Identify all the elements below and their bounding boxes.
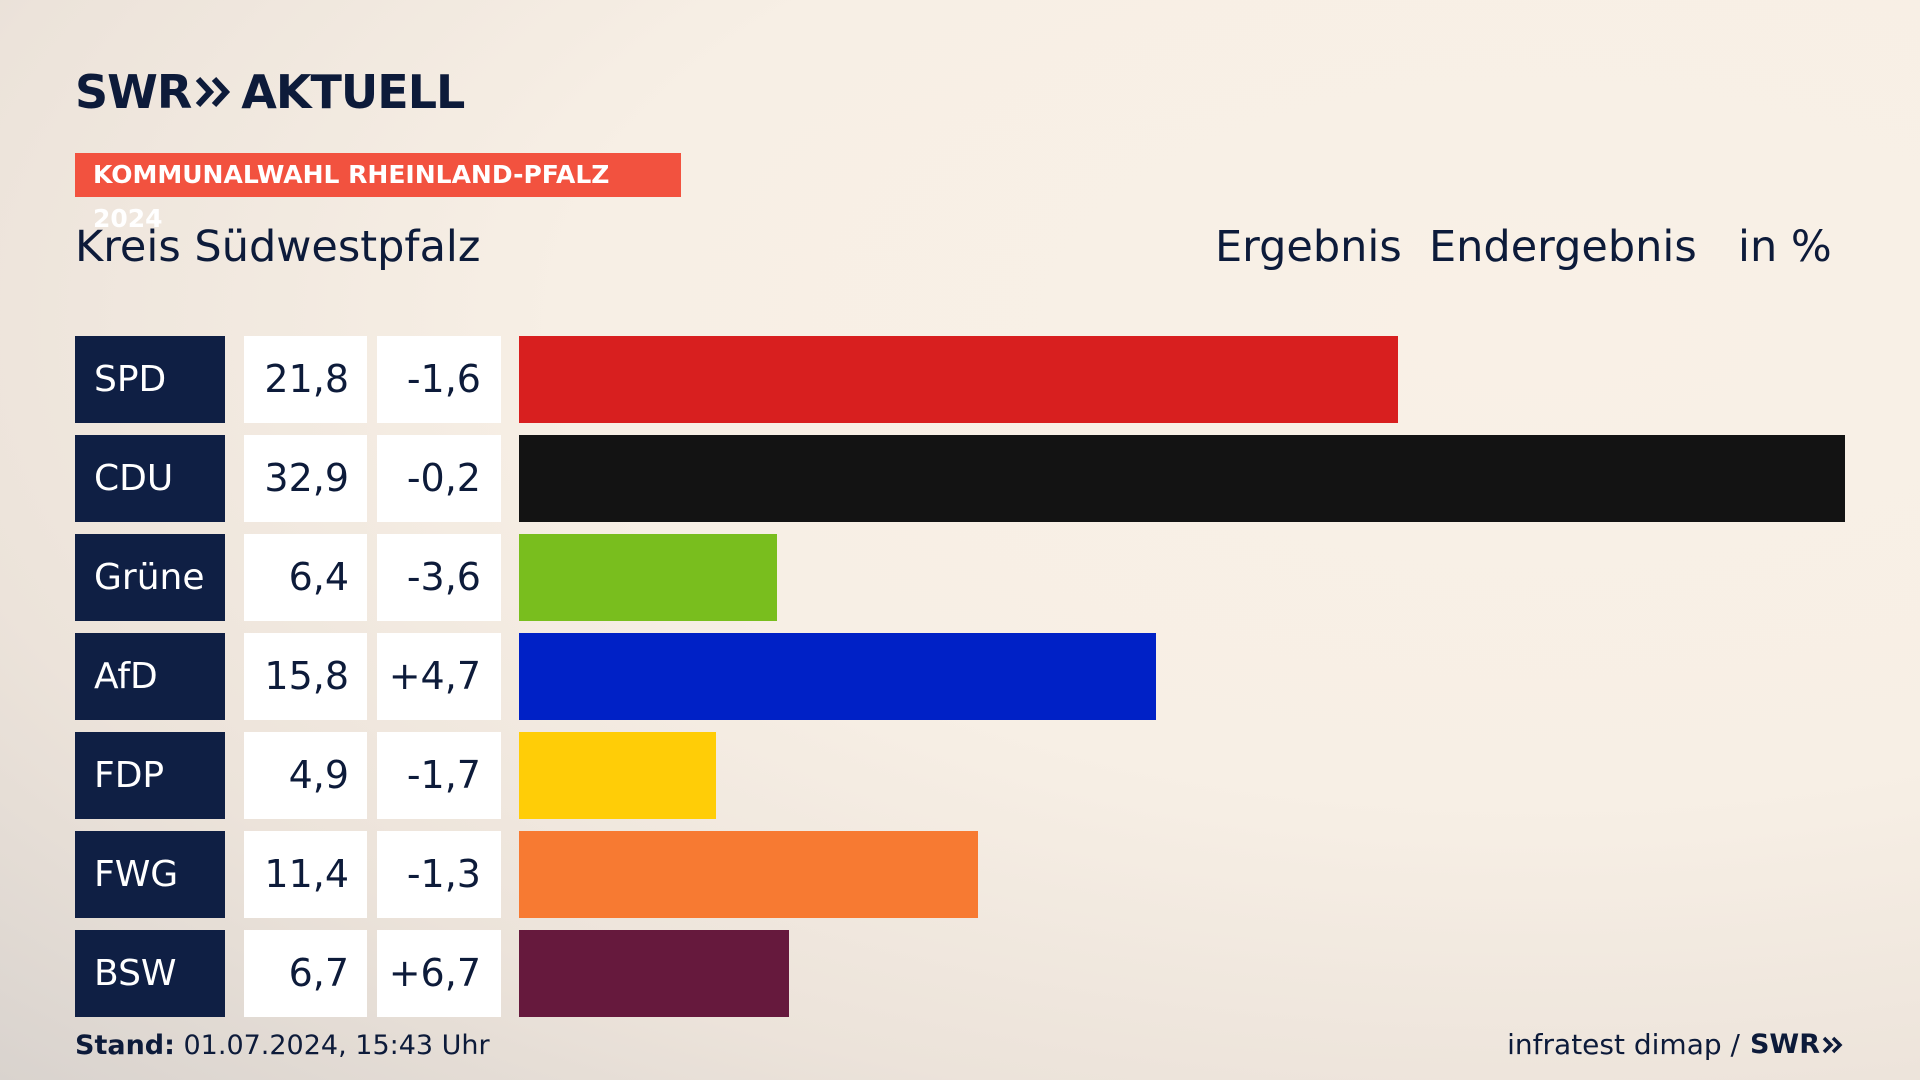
source-text: infratest dimap / — [1507, 1028, 1740, 1061]
swr-aktuell-logo: SWR AKTUELL — [75, 65, 465, 119]
party-label: FWG — [75, 831, 225, 918]
logo-aktuell-text: AKTUELL — [241, 65, 465, 119]
double-chevron-icon — [196, 76, 231, 108]
result-value: 32,9 — [244, 435, 367, 522]
source-credit: infratest dimap / SWR — [1507, 1028, 1844, 1061]
result-value: 6,7 — [244, 930, 367, 1017]
result-bar — [519, 534, 777, 621]
column-header-ergebnis: Ergebnis — [1215, 222, 1402, 272]
result-change: -1,7 — [377, 732, 501, 819]
result-bar — [519, 435, 1845, 522]
result-bar — [519, 732, 716, 819]
result-bar — [519, 930, 789, 1017]
party-label: AfD — [75, 633, 225, 720]
result-value: 15,8 — [244, 633, 367, 720]
result-value: 4,9 — [244, 732, 367, 819]
logo-swr-text: SWR — [75, 65, 192, 119]
double-chevron-icon — [1822, 1036, 1843, 1053]
party-label: Grüne — [75, 534, 225, 621]
result-change: +6,7 — [377, 930, 501, 1017]
party-label: CDU — [75, 435, 225, 522]
party-label: FDP — [75, 732, 225, 819]
result-change: -1,6 — [377, 336, 501, 423]
result-value: 21,8 — [244, 336, 367, 423]
result-change: -1,3 — [377, 831, 501, 918]
swr-footer-logo: SWR — [1750, 1029, 1844, 1060]
party-label: SPD — [75, 336, 225, 423]
column-header-unit: in % — [1738, 222, 1832, 272]
timestamp-label: Stand: — [75, 1030, 175, 1061]
result-bar — [519, 633, 1156, 720]
result-bar — [519, 336, 1398, 423]
party-label: BSW — [75, 930, 225, 1017]
result-value: 6,4 — [244, 534, 367, 621]
footer-logo-text: SWR — [1749, 1029, 1820, 1060]
result-bar — [519, 831, 978, 918]
timestamp: Stand: 01.07.2024, 15:43 Uhr — [75, 1030, 490, 1061]
result-value: 11,4 — [244, 831, 367, 918]
election-tag: KOMMUNALWAHL RHEINLAND-PFALZ 2024 — [75, 153, 681, 233]
timestamp-value: 01.07.2024, 15:43 Uhr — [174, 1030, 490, 1061]
column-header-status: Endergebnis — [1429, 222, 1697, 272]
result-change: -0,2 — [377, 435, 501, 522]
result-change: +4,7 — [377, 633, 501, 720]
result-change: -3,6 — [377, 534, 501, 621]
region-title: Kreis Südwestpfalz — [75, 222, 481, 272]
